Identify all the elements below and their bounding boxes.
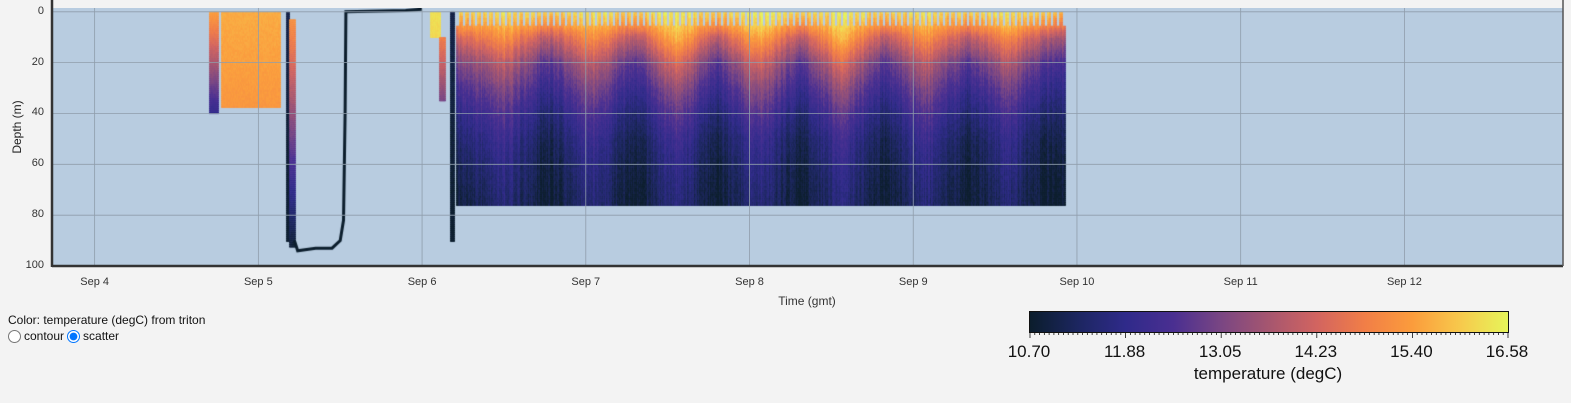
contour-radio[interactable]	[8, 329, 21, 343]
x-tick-label: Sep 9	[898, 276, 928, 288]
x-tick-label: Sep 8	[735, 276, 764, 288]
x-tick-label: Sep 6	[407, 276, 437, 288]
y-tick-label: 80	[31, 208, 44, 221]
y-tick-label: 0	[37, 4, 44, 17]
x-tick-label: Sep 4	[80, 276, 109, 288]
colorbar-tick-label: 14.23	[1294, 342, 1338, 361]
y-tick-label: 60	[31, 157, 44, 170]
colorbar-tick-label: 11.88	[1103, 342, 1146, 361]
colorbar-tick-label: 16.58	[1485, 342, 1529, 361]
colorbar-label: temperature (degC)	[1193, 364, 1343, 383]
color-controls: Color: temperature (degC) from triton co…	[8, 313, 205, 343]
colorbar-ticks	[1029, 332, 1509, 338]
color-variable-label: Color: temperature (degC) from triton	[8, 313, 206, 327]
x-tick-label: Sep 12	[1386, 276, 1422, 288]
colorbar	[1029, 311, 1509, 333]
temperature-scatter-field	[52, 8, 1563, 266]
x-tick-label: Sep 7	[571, 276, 601, 288]
colorbar-tick-label: 13.05	[1198, 342, 1242, 361]
x-axis-label: Time (gmt)	[778, 294, 836, 308]
contour-label[interactable]: contour	[24, 329, 65, 343]
x-tick-label: Sep 10	[1059, 276, 1095, 288]
scatter-label[interactable]: scatter	[83, 329, 120, 343]
y-tick-label: 40	[31, 106, 44, 119]
plot-axes-overlay	[50, 0, 1564, 268]
x-tick-label: Sep 11	[1223, 276, 1258, 288]
colorbar-tick-label: 10.70	[1007, 342, 1051, 361]
colorbar-tick-label: 15.40	[1390, 342, 1433, 361]
x-tick-label: Sep 5	[243, 276, 273, 288]
scatter-radio[interactable]	[67, 329, 81, 343]
y-tick-label: 20	[31, 55, 44, 68]
y-tick-label: 100	[25, 259, 44, 271]
